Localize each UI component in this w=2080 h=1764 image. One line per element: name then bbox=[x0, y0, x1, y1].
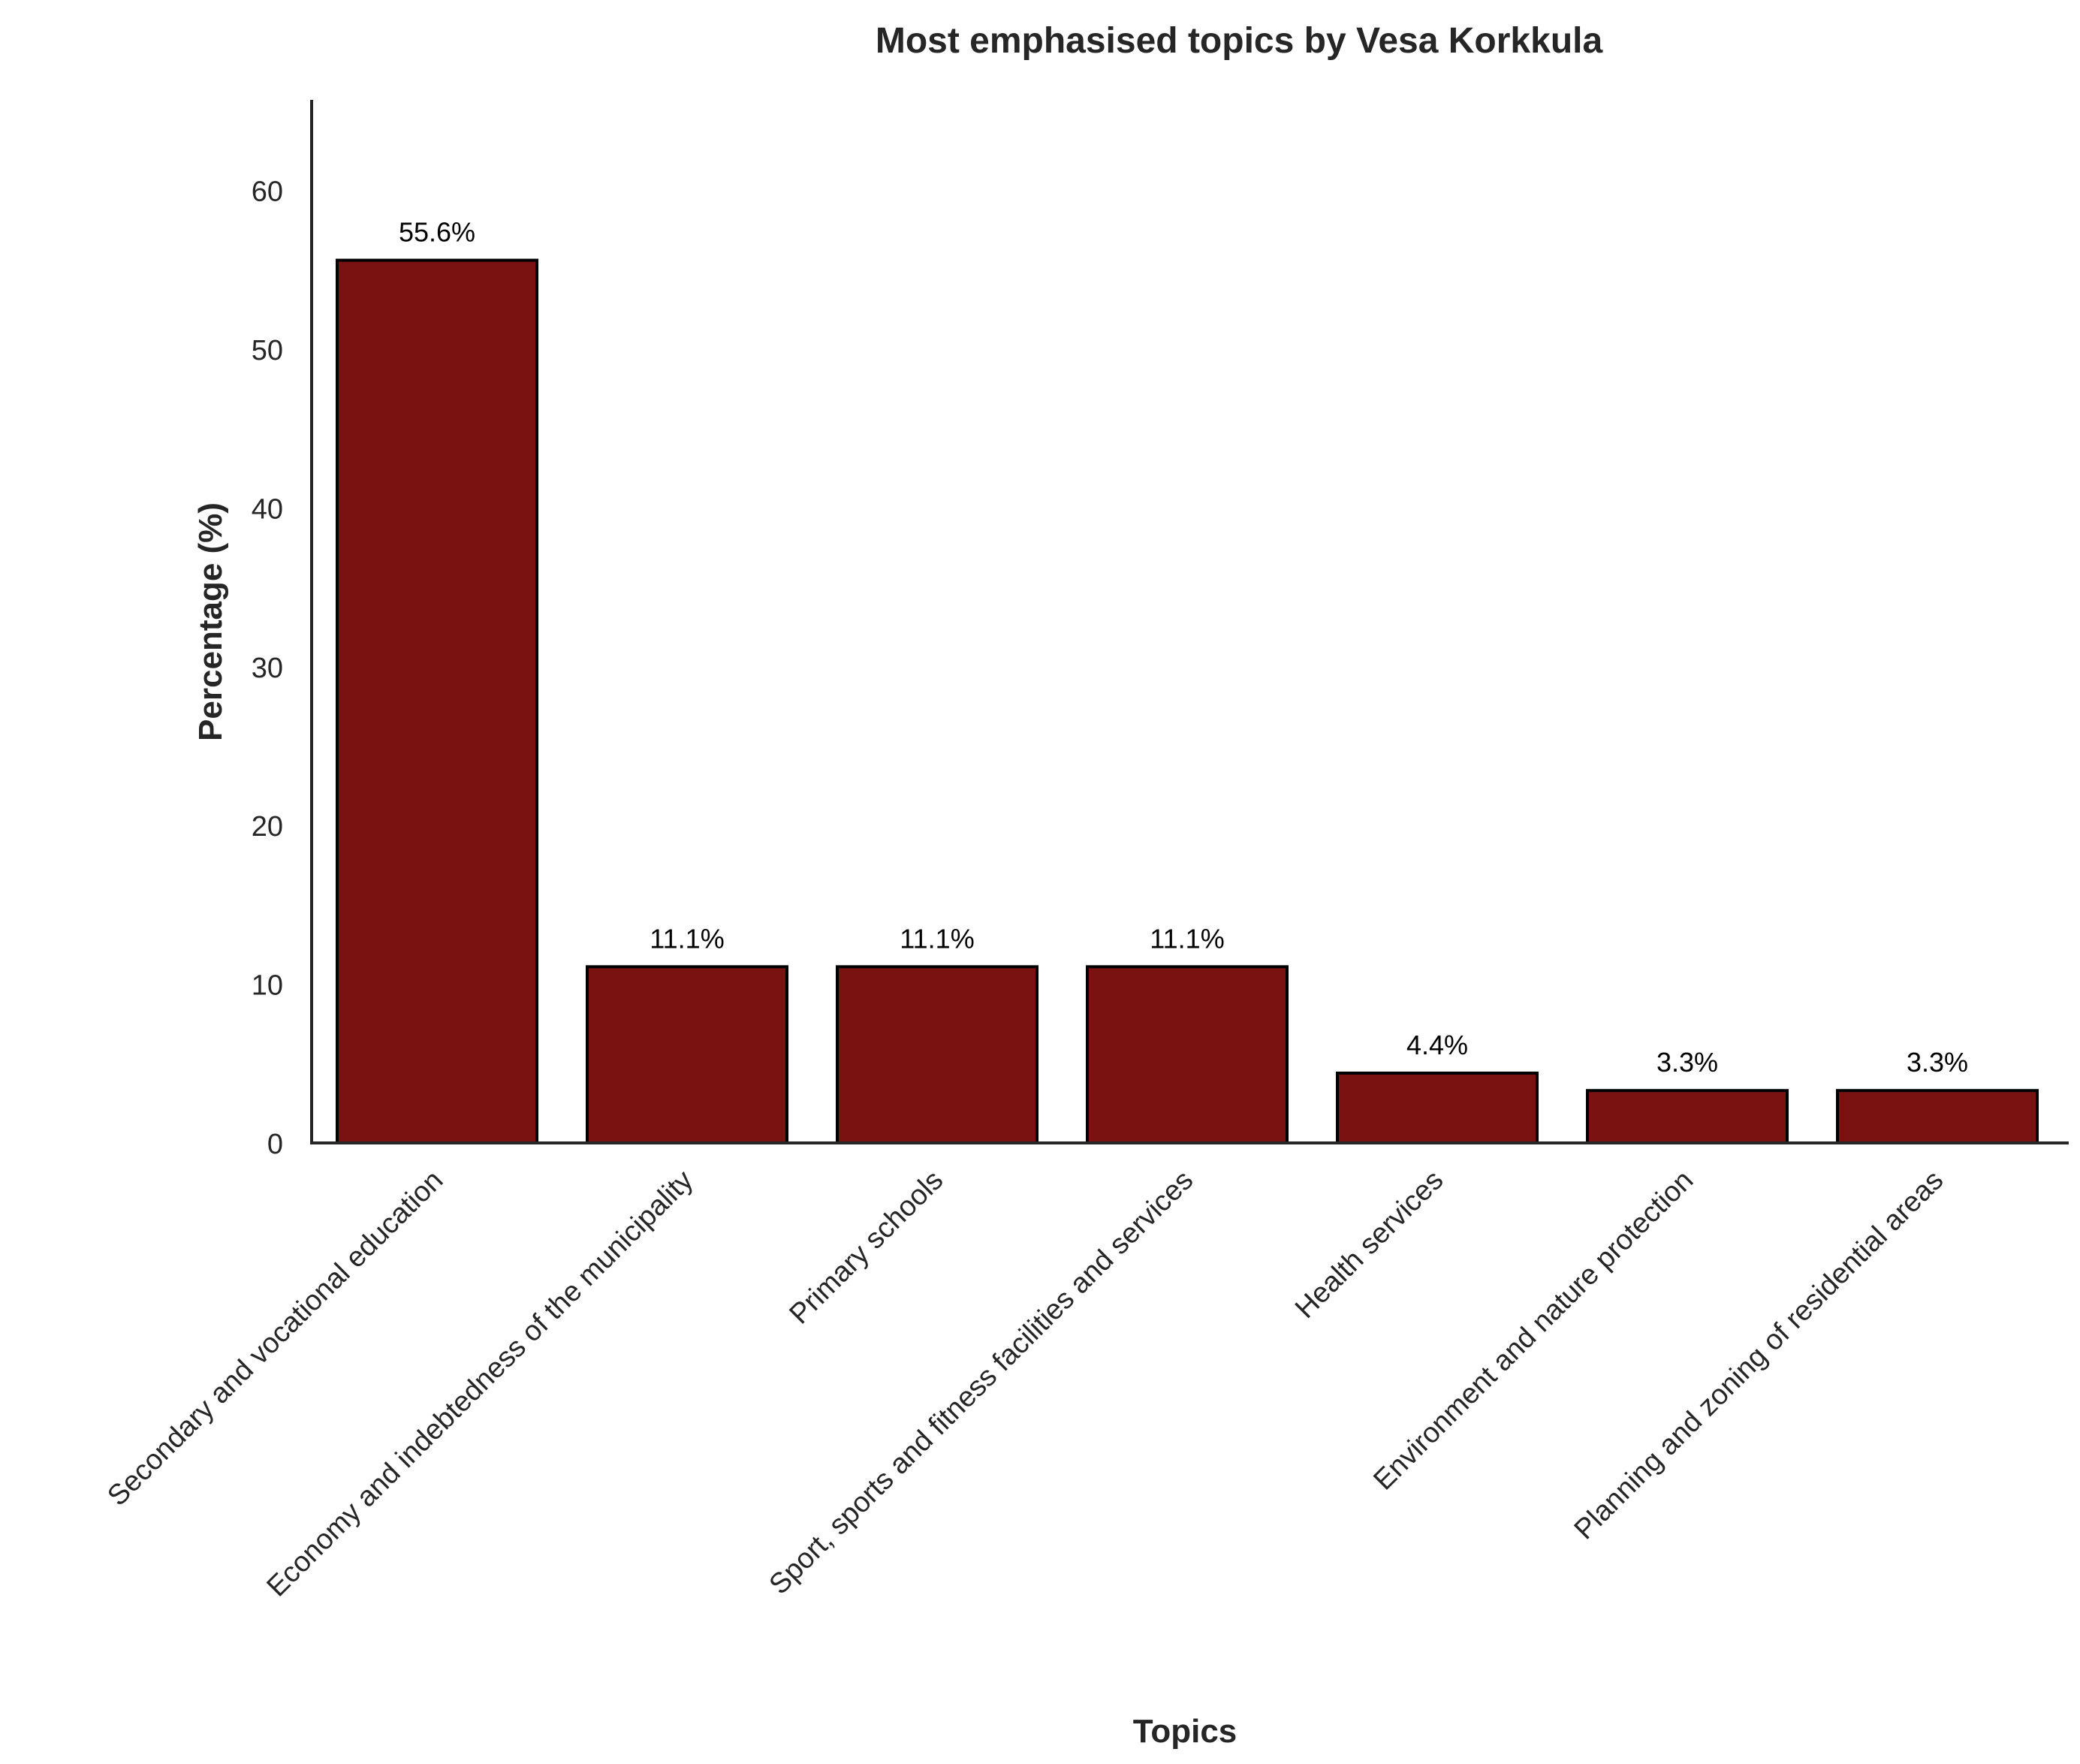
bar-value-label: 4.4% bbox=[1406, 1030, 1468, 1060]
x-tick-label: Economy and indebtedness of the municipa… bbox=[261, 1165, 700, 1603]
x-axis-title: Topics bbox=[1133, 1713, 1237, 1750]
chart-title: Most emphasised topics by Vesa Korkkula bbox=[876, 21, 1603, 61]
bar-value-label: 3.3% bbox=[1907, 1047, 1968, 1078]
bar-value-label: 3.3% bbox=[1656, 1047, 1718, 1078]
plot-area: 55.6%Secondary and vocational education1… bbox=[101, 100, 2069, 1603]
bar-value-label: 11.1% bbox=[650, 923, 724, 954]
bar-value-label: 11.1% bbox=[1150, 923, 1224, 954]
y-axis-title: Percentage (%) bbox=[192, 502, 229, 741]
bar bbox=[1836, 1089, 2039, 1145]
bar bbox=[336, 258, 538, 1145]
bar bbox=[1086, 965, 1289, 1144]
bar bbox=[586, 965, 788, 1144]
bar-value-label: 55.6% bbox=[399, 217, 475, 248]
y-tick-label: 60 bbox=[252, 176, 283, 208]
bar bbox=[1336, 1071, 1539, 1145]
y-tick-label: 50 bbox=[252, 335, 283, 366]
bar bbox=[1586, 1089, 1789, 1145]
y-tick-label: 10 bbox=[252, 970, 283, 1002]
x-tick-label: Sport, sports and fitness facilities and… bbox=[764, 1165, 1200, 1601]
bar-value-label: 11.1% bbox=[900, 923, 974, 954]
y-tick-label: 40 bbox=[252, 493, 283, 525]
y-tick-label: 20 bbox=[252, 811, 283, 843]
x-tick-label: Primary schools bbox=[784, 1165, 950, 1331]
y-tick-label: 30 bbox=[252, 653, 283, 684]
bar bbox=[836, 965, 1038, 1144]
y-tick-label: 0 bbox=[267, 1129, 283, 1160]
x-tick-label: Health services bbox=[1289, 1165, 1449, 1325]
